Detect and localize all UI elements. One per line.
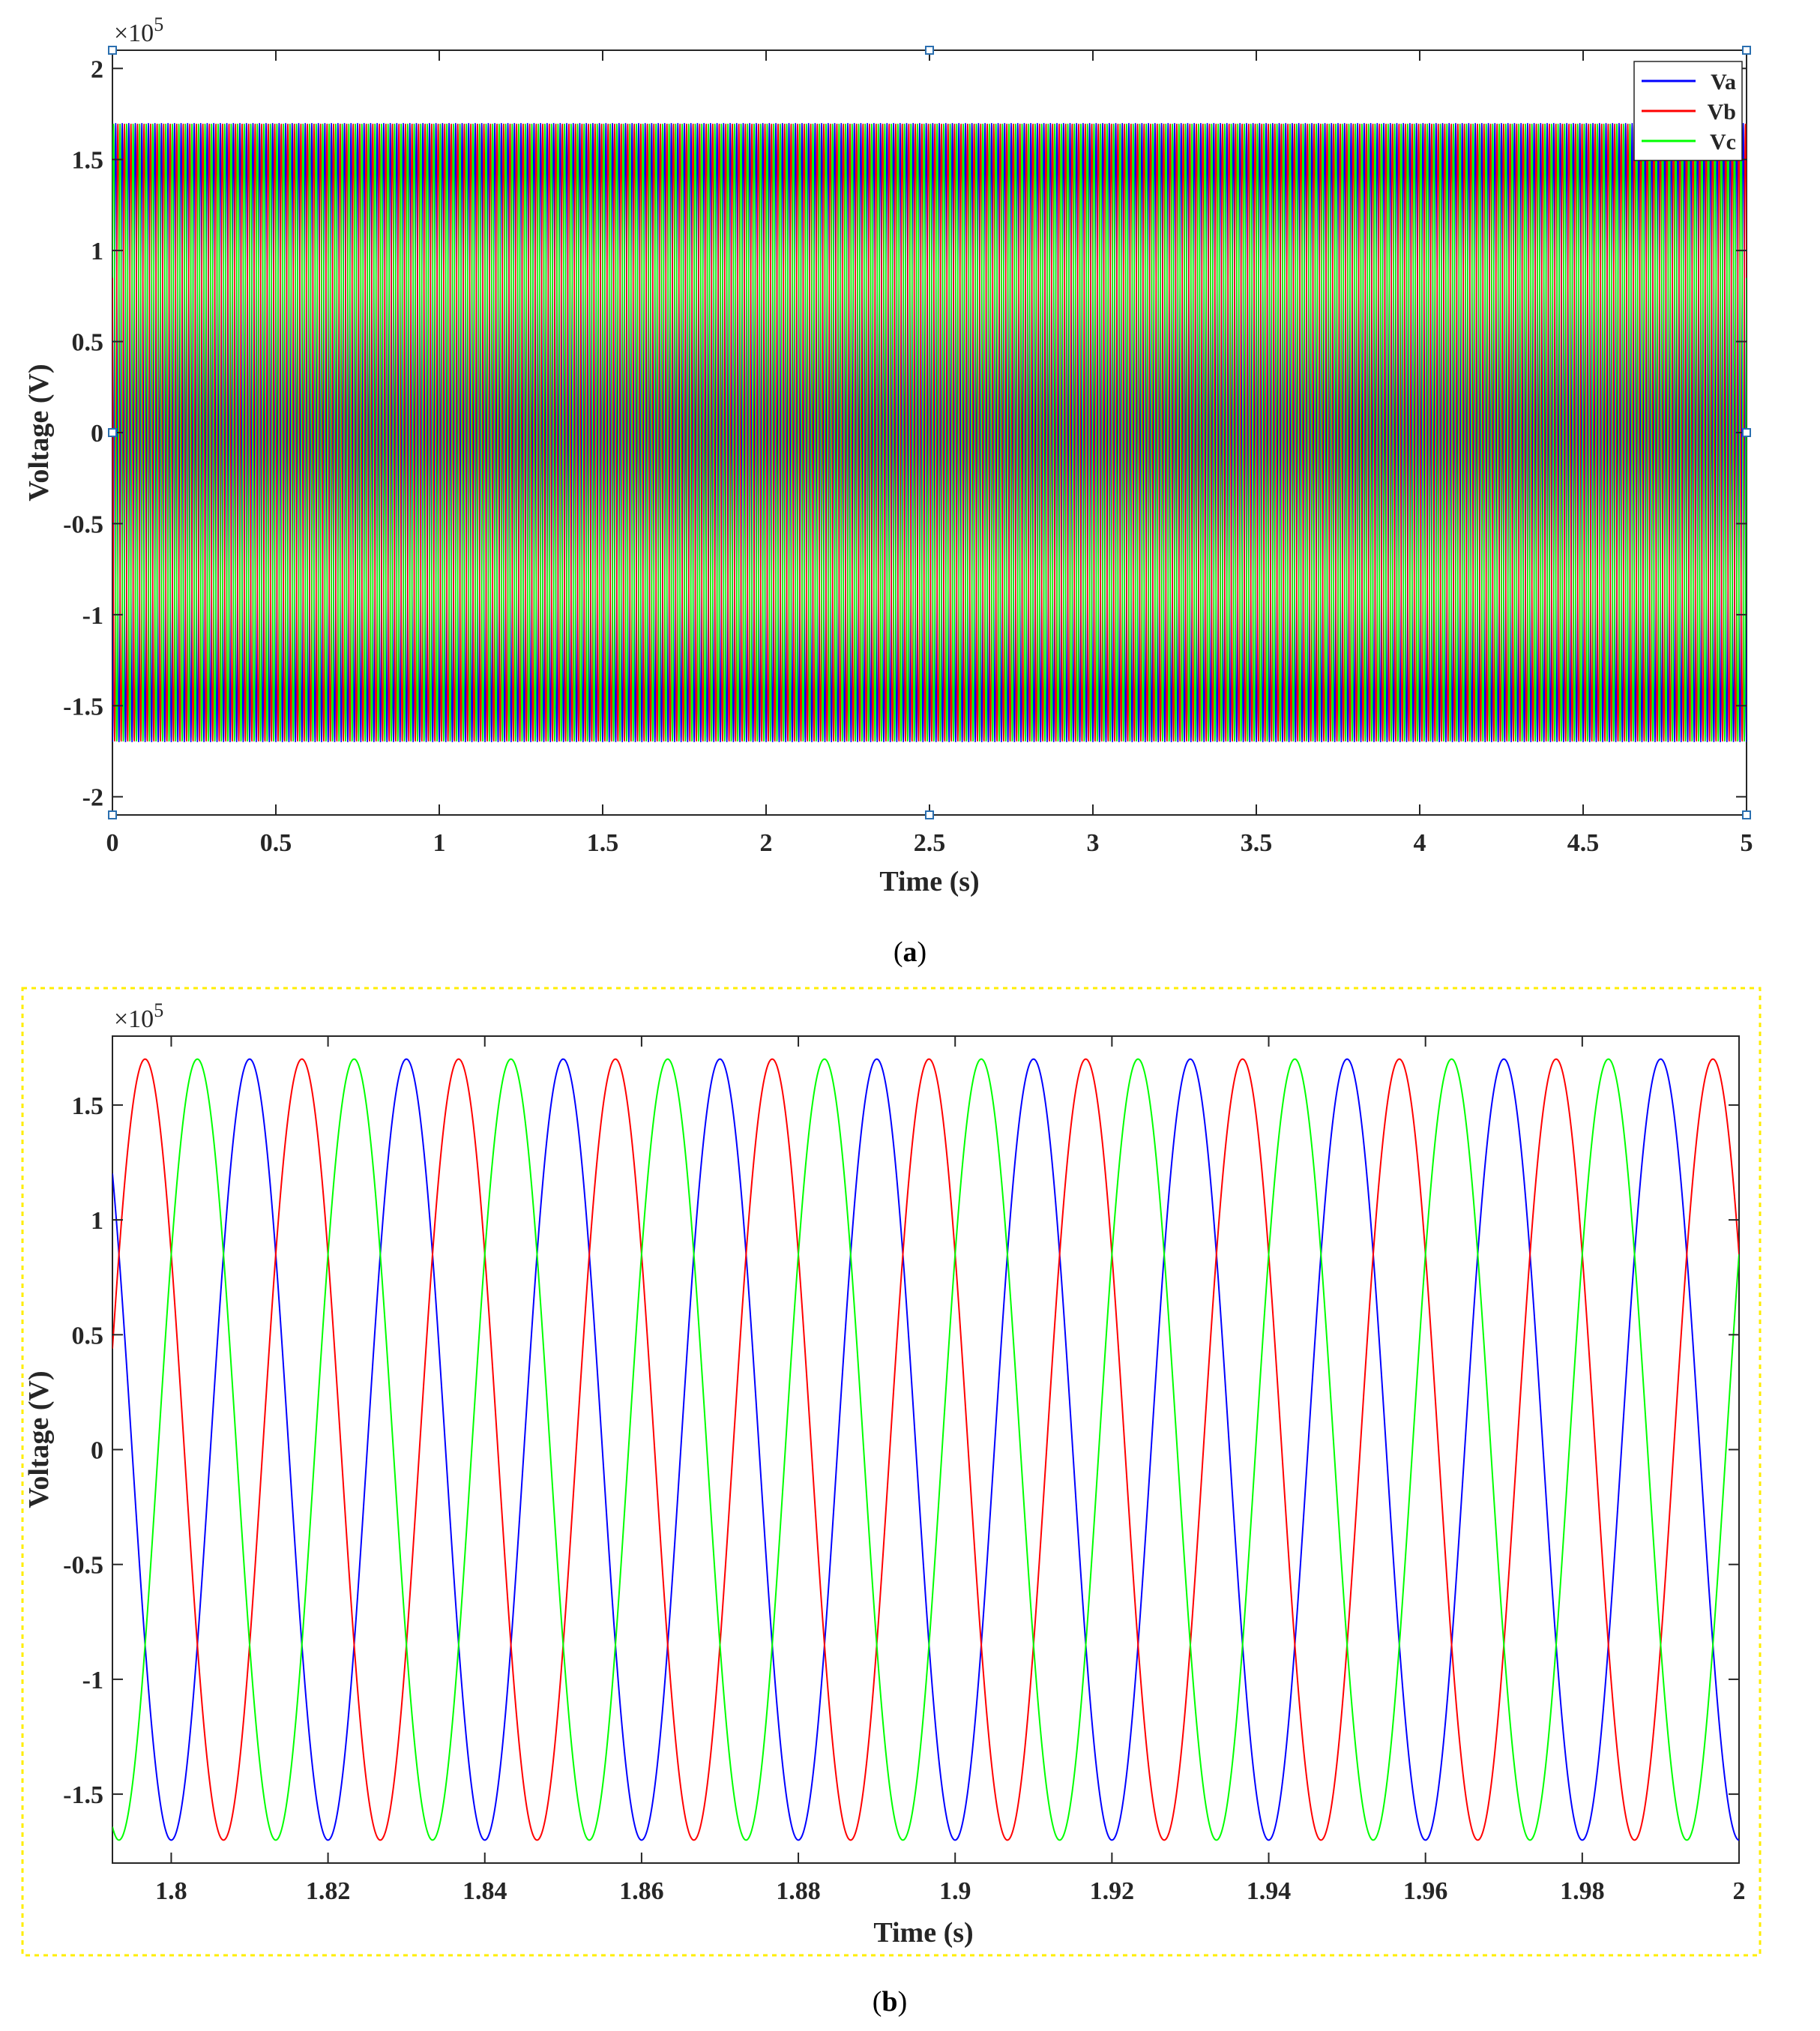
panel-a-y-tick-label: -1 <box>82 602 103 630</box>
panel-a-x-tick-label: 4 <box>1414 829 1426 857</box>
panel-b-selection-border[interactable] <box>21 987 1762 1957</box>
panel-b-y-tick-label: -0.5 <box>63 1552 103 1580</box>
selection-handle[interactable] <box>925 46 934 55</box>
panel-b-series-vb-line <box>112 1058 1739 1841</box>
panel-b-axes: 1.8 1.82 1.84 1.86 1.88 1.9 1.92 1.94 1.96 1.98 2 -… <box>63 1036 1746 1905</box>
panel-a-y-tick-label: -0.5 <box>63 511 103 538</box>
panel-a-y-tick-label: -1.5 <box>63 693 103 720</box>
selection-handle[interactable] <box>108 810 117 819</box>
panel-a-x-axis-label: Time (s) <box>879 866 979 897</box>
panel-a-y-tick-label: 2 <box>91 55 103 83</box>
panel-a-chart: 0 0.5 1 1.5 2 2.5 3 3.5 4 4.5 5 -2 -1.5 -1 -0.5 0 0.5 1 1.… <box>23 13 1753 968</box>
legend-label-vb: Vb <box>1708 100 1736 124</box>
panel-b-y-tick-label: -1 <box>82 1667 103 1694</box>
panel-a-y-tick-label: -2 <box>82 784 103 812</box>
panel-a-series-group <box>112 123 1747 742</box>
panel-a-x-tick-label: 1.5 <box>587 829 619 857</box>
panel-a-x-tick-label: 2 <box>760 829 773 857</box>
panel-b-x-tick-label: 1.94 <box>1247 1877 1292 1905</box>
selection-handle[interactable] <box>1742 46 1751 55</box>
panel-b-y-tick-label: 0.5 <box>72 1322 104 1350</box>
panel-b-caption: (b) <box>873 1986 907 2018</box>
panel-b-x-tick-label: 1.98 <box>1560 1877 1605 1905</box>
panel-a-legend: Va Vb Vc <box>1633 61 1743 161</box>
panel-b-x-tick-label: 1.8 <box>155 1877 187 1905</box>
panel-a-series-vc-line <box>112 123 1747 742</box>
panel-a-y-axis-label: Voltage (V) <box>23 364 55 501</box>
panel-b-x-tick-label: 1.86 <box>619 1877 664 1905</box>
legend-label-vc: Vc <box>1710 130 1736 154</box>
panel-b-series-group <box>112 1058 1739 1841</box>
panel-b-x-tick-label: 1.9 <box>939 1877 971 1905</box>
panel-b-x-tick-label: 1.88 <box>776 1877 821 1905</box>
panel-b-x-tick-label: 1.84 <box>462 1877 507 1905</box>
panel-a-y-multiplier: ×105 <box>114 13 163 47</box>
panel-b-y-axis-label: Voltage (V) <box>23 1370 55 1508</box>
panel-a-y-tick-label: 0.5 <box>72 329 104 357</box>
panel-b-y-tick-label: 1 <box>91 1207 103 1235</box>
selection-handle[interactable] <box>1742 428 1751 437</box>
selection-handle[interactable] <box>925 810 934 819</box>
panel-a-axes: 0 0.5 1 1.5 2 2.5 3 3.5 4 4.5 5 -2 -1.5 -1 -0.5 0 0.5 1 1.… <box>63 50 1753 857</box>
panel-b-y-tick-label: 1.5 <box>72 1092 104 1120</box>
panel-a-x-tick-label: 5 <box>1741 829 1753 857</box>
panel-b-x-tick-label: 1.82 <box>306 1877 351 1905</box>
panel-a-x-tick-label: 0.5 <box>260 829 292 857</box>
panel-a-y-tick-label: 1.5 <box>72 147 104 175</box>
legend-label-va: Va <box>1711 70 1736 94</box>
panel-b-x-axis-label: Time (s) <box>873 1917 973 1949</box>
panel-b-plot-frame <box>112 1035 1740 1864</box>
panel-a-x-tick-label: 0 <box>106 829 119 857</box>
panel-b-y-tick-label: -1.5 <box>63 1781 103 1809</box>
selection-handle[interactable] <box>108 46 117 55</box>
selection-handle[interactable] <box>1742 810 1751 819</box>
panel-b-chart: 1.8 1.82 1.84 1.86 1.88 1.9 1.92 1.94 1.96 1.98 2 -… <box>21 987 1762 2018</box>
panel-b-y-multiplier: ×105 <box>114 999 163 1033</box>
panel-a-selection-handles[interactable] <box>108 46 1751 819</box>
selection-handle[interactable] <box>108 428 117 437</box>
panel-a-x-tick-label: 3.5 <box>1241 829 1273 857</box>
panel-b-x-tick-label: 1.92 <box>1090 1877 1135 1905</box>
panel-b-x-tick-label: 2 <box>1733 1877 1746 1905</box>
panel-a-y-tick-label: 1 <box>91 238 103 265</box>
panel-b-series-vc-line <box>112 1058 1739 1841</box>
panel-b-y-tick-label: 0 <box>91 1437 103 1465</box>
panel-a-x-tick-label: 1 <box>433 829 446 857</box>
panel-a-y-tick-label: 0 <box>91 420 103 448</box>
panel-a-caption: (a) <box>894 936 926 968</box>
panel-a-x-tick-label: 2.5 <box>914 829 946 857</box>
panel-b-series-va-line <box>112 1058 1739 1841</box>
panel-b-x-tick-label: 1.96 <box>1403 1877 1448 1905</box>
panel-a-x-tick-label: 4.5 <box>1567 829 1600 857</box>
panel-a-x-tick-label: 3 <box>1087 829 1100 857</box>
